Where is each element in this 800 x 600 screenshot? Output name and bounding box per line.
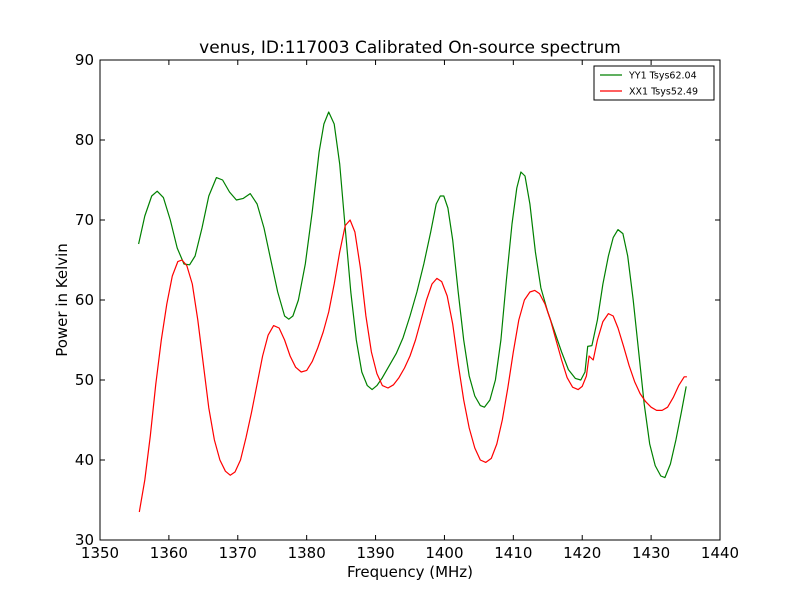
series-line-0 [138,111,687,479]
y-tick-label: 60 [75,291,94,309]
y-tick-label: 40 [75,451,94,469]
x-tick-label: 1410 [494,544,532,562]
x-tick-label: 1370 [219,544,257,562]
x-tick-label: 1380 [288,544,326,562]
x-tick-label: 1390 [356,544,394,562]
x-axis: 1350 1360 1370 1380 1390 1400 1410 1420 1430 1440 [81,60,739,562]
legend-label-1: XX1 Tsys52.49 [629,87,698,98]
y-tick-label: 50 [75,371,94,389]
x-tick-label: 1440 [701,544,739,562]
x-tick-label: 1350 [81,544,119,562]
y-tick-label: 70 [75,211,94,229]
x-tick-label: 1420 [563,544,601,562]
legend-box [593,65,715,101]
y-tick-label: 30 [75,531,94,549]
series-line-1 [138,219,687,513]
x-tick-label: 1360 [150,544,188,562]
plot-area [138,111,687,513]
y-axis: 30 40 50 60 70 80 90 [75,51,720,549]
legend-label-0: YY1 Tsys62.04 [628,71,697,82]
x-tick-label: 1400 [425,544,463,562]
x-axis-label: Frequency (MHz) [347,563,473,581]
legend: YY1 Tsys62.04 XX1 Tsys52.49 [593,65,715,101]
y-tick-label: 80 [75,131,94,149]
x-tick-label: 1430 [632,544,670,562]
plot-frame [99,59,721,541]
chart-title: venus, ID:117003 Calibrated On-source sp… [199,38,621,58]
y-tick-label: 90 [75,51,94,69]
y-axis-label: Power in Kelvin [53,243,71,357]
